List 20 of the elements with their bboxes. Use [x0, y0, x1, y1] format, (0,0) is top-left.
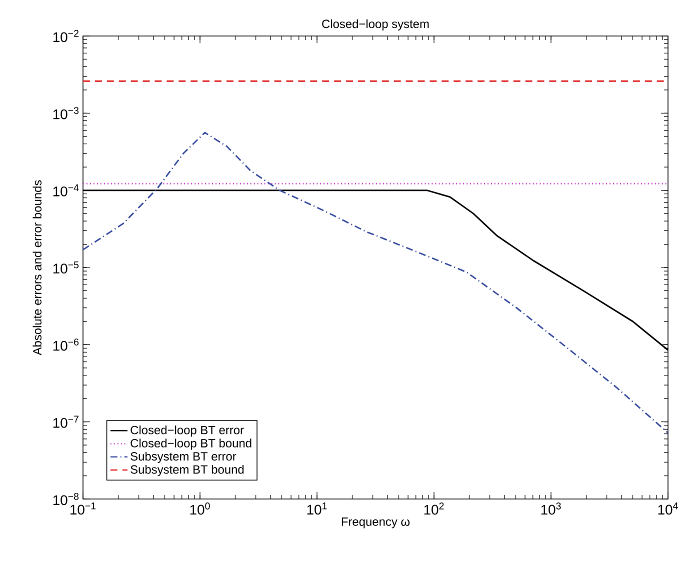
- x-axis-title: Frequency ω: [342, 518, 410, 528]
- x-tick-label: 10$^{3}$: [541, 502, 561, 515]
- y-tick-label: 10$^{−3}$: [53, 107, 79, 120]
- y-tick-label: 10$^{−6}$: [53, 338, 79, 351]
- x-tick-label: 10$^{0}$: [190, 502, 210, 515]
- x-tick-label: 10$^{−1}$: [70, 502, 96, 515]
- chart-title: Closed−loop system: [322, 19, 429, 30]
- legend-label: Subsystem BT bound: [130, 464, 244, 476]
- y-tick-label: 10$^{−2}$: [53, 30, 78, 42]
- y-tick-label: 10$^{−8}$: [53, 492, 79, 506]
- y-tick-label: 10$^{−5}$: [53, 261, 79, 274]
- legend-label: Closed−loop BT bound: [130, 438, 252, 450]
- y-axis-title: Absolute errors and error bounds: [32, 180, 42, 356]
- x-tick-label: 10$^{4}$: [658, 502, 678, 515]
- x-tick-label: 10$^{1}$: [307, 502, 327, 515]
- x-tick-label: 10$^{2}$: [424, 502, 444, 515]
- legend-label: Subsystem BT error: [130, 452, 236, 463]
- legend-label: Closed−loop BT error: [130, 426, 244, 437]
- y-tick-label: 10$^{−4}$: [53, 184, 79, 196]
- y-tick-label: 10$^{−7}$: [53, 416, 78, 428]
